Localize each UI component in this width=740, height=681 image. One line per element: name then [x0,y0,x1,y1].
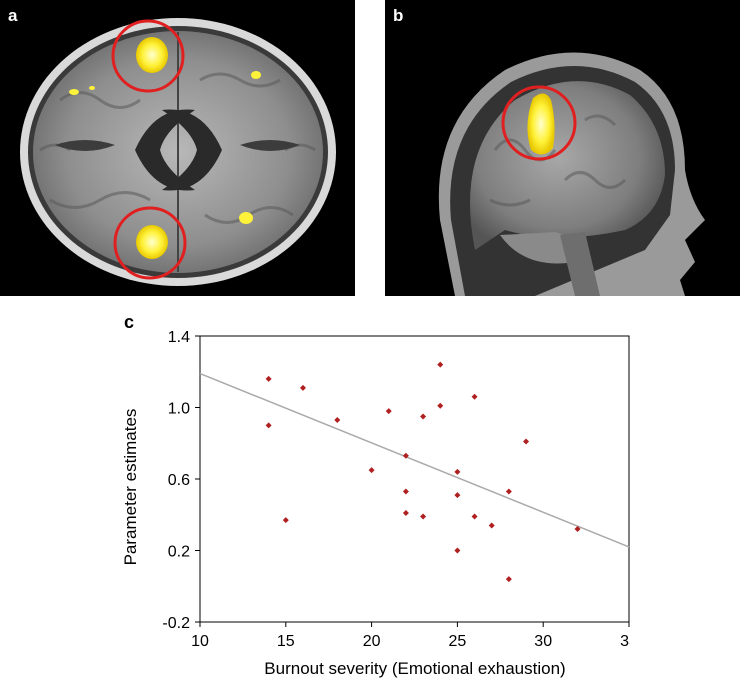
data-point [523,438,530,445]
data-point [471,393,478,400]
data-point [385,408,392,415]
y-tick-label: 0.6 [168,472,190,489]
data-point [454,468,461,475]
panel-label-b: b [393,6,404,25]
axial-brain-image [20,18,336,286]
y-tick-label: 1.0 [168,401,190,418]
x-tick-label: 20 [363,633,381,650]
x-tick-label: 10 [191,633,209,650]
panel-label-c: c [124,312,135,332]
y-tick-label: 1.4 [168,329,190,346]
scatter-chart: 10 15 20 25 30 35 -0.2 0.2 0.6 1.0 1.4 Burnout sev… [121,329,630,678]
data-point [265,422,272,429]
panel-b-sagittal-image: b [385,0,740,296]
data-point [402,452,409,459]
data-point [420,513,427,520]
x-tick-label: 15 [277,633,295,650]
data-point [454,547,461,554]
data-point [420,413,427,420]
y-tick-label: 0.2 [168,544,190,561]
data-point [437,361,444,368]
highlight-circle [113,206,187,280]
panel-label-a: a [8,6,18,25]
data-point [265,375,272,382]
plot-frame [199,335,630,623]
x-axis-label: Burnout severity (Emotional exhaustion) [264,659,565,678]
data-point [368,467,375,474]
data-point [488,522,495,529]
y-axis-label: Parameter estimates [121,409,140,566]
data-point [454,492,461,499]
data-point [402,509,409,516]
highlight-circle [111,19,185,93]
sagittal-brain-image [438,52,705,296]
data-point [505,576,512,583]
data-point [505,488,512,495]
highlight-circle [501,85,577,161]
panel-a-axial-image: a [0,0,355,296]
data-point [299,384,306,391]
regression-line [199,372,630,548]
data-point [437,402,444,409]
data-point [282,517,289,524]
y-tick-label: -0.2 [162,615,190,632]
data-point [402,488,409,495]
x-tick-label: 35 [620,633,630,650]
x-tick-label: 30 [534,633,552,650]
data-point [334,417,341,424]
x-tick-label: 25 [449,633,467,650]
data-point [471,513,478,520]
data-point [574,526,581,533]
